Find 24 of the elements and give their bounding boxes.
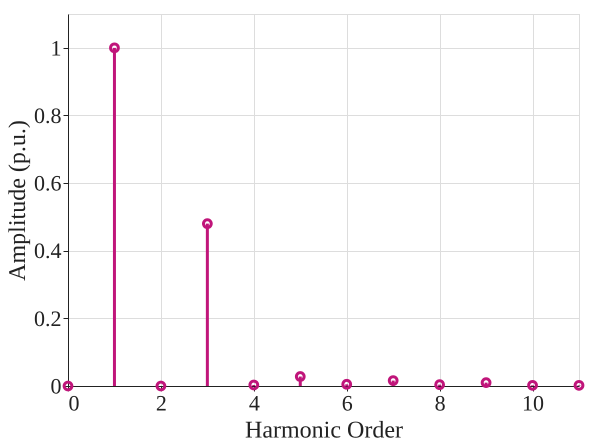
point [294, 371, 306, 382]
point [388, 375, 399, 386]
point [62, 380, 74, 392]
x-tick-label: 10 [522, 390, 544, 416]
point [341, 378, 352, 390]
point [574, 380, 584, 391]
x-tick-label: 6 [342, 390, 353, 416]
point [248, 380, 260, 390]
y-tick-label: 0 [50, 374, 62, 398]
x-tick-label: 0 [68, 390, 80, 416]
y-axis-title: Amplitude (p.u.) [5, 120, 31, 281]
x-tick-label: 2 [156, 390, 167, 416]
point [480, 377, 492, 388]
point [156, 380, 166, 392]
point [527, 380, 538, 391]
y-tick-label: 0.8 [34, 102, 62, 128]
y-tick-label: 0.6 [34, 170, 62, 196]
y-tick-label: 0.4 [34, 238, 62, 264]
x-axis-title: Harmonic Order [245, 418, 403, 444]
y-tick-label: 1 [50, 35, 62, 60]
y-tick-label: 0.2 [34, 306, 62, 331]
x-tick-label: 8 [434, 390, 446, 416]
point [434, 379, 446, 390]
x-tick-label: 4 [248, 390, 260, 416]
